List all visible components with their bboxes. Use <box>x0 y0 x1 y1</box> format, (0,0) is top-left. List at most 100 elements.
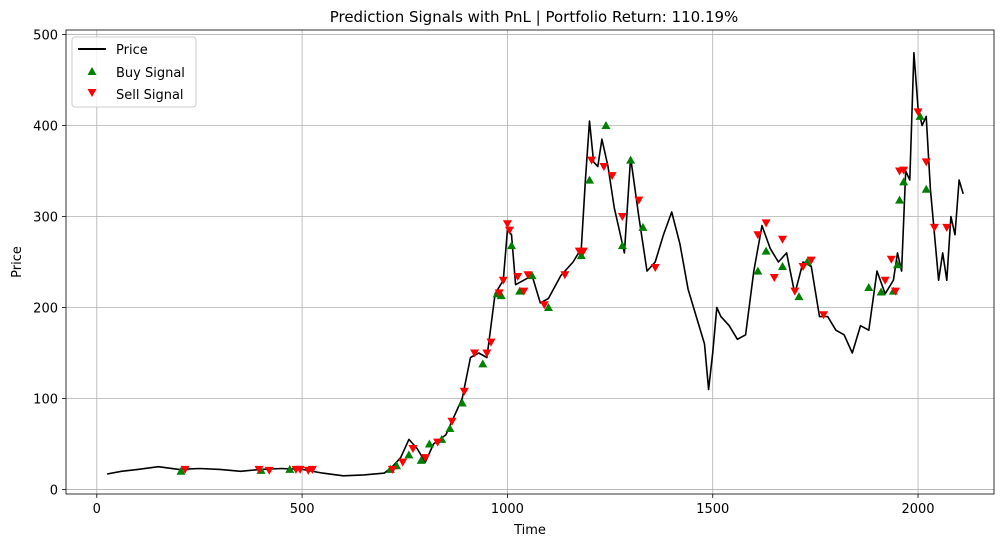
sell-signal-layer <box>180 108 952 475</box>
sell-signal-marker <box>180 465 190 474</box>
x-tick-label: 1500 <box>696 502 729 517</box>
sell-signal-marker <box>398 458 408 467</box>
buy-signal-marker <box>527 271 537 280</box>
sell-signal-marker <box>387 465 397 474</box>
sell-signal-marker <box>890 287 900 296</box>
sell-signal-marker <box>769 273 779 282</box>
sell-signal-marker <box>578 247 588 256</box>
sell-signal-marker <box>880 276 890 285</box>
sell-signal-marker <box>587 156 597 165</box>
y-axis-label: Price <box>10 246 25 278</box>
sell-signal-marker <box>470 349 480 358</box>
buy-signal-marker <box>915 111 925 120</box>
sell-signal-marker <box>617 213 627 222</box>
chart-title: Prediction Signals with PnL | Portfolio … <box>330 8 739 26</box>
buy-signal-marker <box>507 241 517 250</box>
buy-signal-marker <box>761 246 771 255</box>
buy-signal-marker <box>416 455 426 464</box>
sell-signal-marker <box>819 311 829 320</box>
sell-signal-marker <box>486 338 496 347</box>
sell-signal-marker <box>761 219 771 228</box>
sell-signal-marker <box>650 263 660 272</box>
sell-signal-marker <box>921 158 931 167</box>
buy-signal-marker <box>404 450 414 459</box>
sell-signal-marker <box>494 289 504 298</box>
sell-signal-marker <box>459 387 469 396</box>
sell-signal-marker <box>942 223 952 232</box>
buy-signal-marker <box>864 282 874 291</box>
sell-signal-marker <box>560 271 570 280</box>
sell-signal-marker <box>599 162 609 171</box>
buy-signal-marker <box>626 155 636 164</box>
sell-signal-marker <box>899 166 909 175</box>
legend-sell-swatch <box>87 89 97 97</box>
sell-signal-marker <box>913 108 923 117</box>
buy-signal-layer <box>176 111 931 475</box>
y-tick-label: 0 <box>50 483 58 498</box>
buy-signal-marker <box>638 222 648 231</box>
buy-signal-marker <box>424 439 434 448</box>
sell-signal-marker <box>798 263 808 272</box>
y-tick-label: 200 <box>33 301 58 316</box>
sell-signal-marker <box>433 438 443 447</box>
buy-signal-marker <box>478 359 488 368</box>
sell-signal-marker <box>498 276 508 285</box>
sell-signal-marker <box>447 417 457 426</box>
sell-signal-marker <box>523 271 533 280</box>
x-tick-label: 500 <box>290 502 315 517</box>
x-tick-label: 0 <box>93 502 101 517</box>
y-tick-label: 400 <box>33 120 58 135</box>
legend-buy-label: Buy Signal <box>116 66 185 81</box>
sell-signal-marker <box>264 466 274 475</box>
sell-signal-marker <box>519 287 529 296</box>
legend-price-label: Price <box>116 43 148 58</box>
sell-signal-marker <box>513 273 523 282</box>
sell-signal-marker <box>539 301 549 310</box>
sell-signal-marker <box>420 454 430 463</box>
buy-signal-marker <box>778 262 788 271</box>
buy-signal-marker <box>585 175 595 184</box>
legend-buy-swatch <box>87 67 97 75</box>
x-tick-label: 2000 <box>901 502 934 517</box>
tick-layer: 0 500 1000 1500 2000 0 100 200 300 400 500 <box>33 29 934 517</box>
price-layer <box>106 51 964 477</box>
sell-signal-marker <box>778 235 788 244</box>
buy-signal-marker <box>921 184 931 193</box>
sell-signal-marker <box>607 172 617 181</box>
y-tick-label: 500 <box>33 29 58 44</box>
sell-signal-marker <box>502 220 512 229</box>
buy-signal-marker <box>893 260 903 269</box>
sell-signal-marker <box>408 445 418 454</box>
buy-signal-marker <box>543 302 553 311</box>
buy-signal-marker <box>899 177 909 186</box>
price-line <box>106 51 964 477</box>
x-axis-label: Time <box>513 523 546 538</box>
legend-box <box>71 36 197 108</box>
buy-signal-marker <box>753 266 763 275</box>
buy-signal-marker <box>457 398 467 407</box>
legend: Price Buy Signal Sell Signal <box>71 36 197 108</box>
legend-sell-label: Sell Signal <box>116 88 184 103</box>
sell-signal-marker <box>806 256 816 265</box>
buy-signal-marker <box>176 466 186 475</box>
buy-signal-marker <box>794 292 804 301</box>
buy-signal-marker <box>617 241 627 250</box>
sell-signal-marker <box>886 255 896 264</box>
sell-signal-marker <box>634 196 644 205</box>
buy-signal-marker <box>496 291 506 300</box>
buy-signal-marker <box>601 121 611 130</box>
sell-signal-marker <box>295 465 305 474</box>
buy-signal-marker <box>515 286 525 295</box>
plot-frame <box>65 29 995 495</box>
buy-signal-marker <box>285 464 295 473</box>
y-tick-label: 100 <box>33 392 58 407</box>
sell-signal-marker <box>482 349 492 358</box>
grid-layer <box>66 30 994 494</box>
sell-signal-marker <box>307 465 317 474</box>
sell-signal-marker <box>929 223 939 232</box>
sell-signal-marker <box>790 287 800 296</box>
buy-signal-marker <box>445 423 455 432</box>
x-tick-label: 1000 <box>491 502 524 517</box>
sell-signal-marker <box>753 231 763 240</box>
